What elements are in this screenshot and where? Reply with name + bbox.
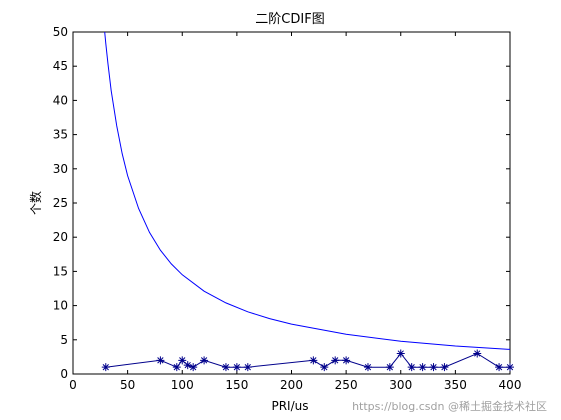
series-layer <box>101 31 514 372</box>
y-tick-label: 15 <box>53 264 68 278</box>
star-data-point <box>200 356 209 365</box>
watermark-url: https://blog.csdn <box>352 400 445 413</box>
star-data-point <box>178 356 187 365</box>
x-tick-label: 150 <box>225 378 248 392</box>
x-tick-label: 400 <box>499 378 522 392</box>
star-data-point <box>363 363 372 372</box>
y-axis-label: 个数 <box>28 191 43 215</box>
star-data-point <box>331 356 340 365</box>
x-tick-label: 200 <box>280 378 303 392</box>
chart-title: 二阶CDIF图 <box>255 12 324 27</box>
threshold-curve-line <box>104 31 511 350</box>
star-data-point <box>506 363 514 372</box>
star-data-point <box>396 349 405 358</box>
star-data-point <box>407 363 416 372</box>
star-data-point <box>440 363 449 372</box>
star-data-point <box>156 356 165 365</box>
star-data-point <box>342 356 351 365</box>
star-data-point <box>189 363 198 372</box>
y-tick-label: 25 <box>53 196 68 210</box>
watermark: https://blog.csdn @稀土掘金技术社区 <box>352 398 547 414</box>
x-tick-label: 0 <box>69 378 77 392</box>
x-axis-label: PRI/us <box>271 399 308 413</box>
y-tick-label: 0 <box>60 367 68 381</box>
y-tick-label: 5 <box>60 333 68 347</box>
star-data-point <box>473 349 482 358</box>
y-tick-label: 10 <box>53 299 68 313</box>
star-data-point <box>495 363 504 372</box>
star-data-point <box>320 363 329 372</box>
star-data-point <box>183 361 192 370</box>
star-data-point <box>243 363 252 372</box>
x-tick-label: 50 <box>120 378 135 392</box>
star-data-point <box>429 363 438 372</box>
star-data-point <box>221 363 230 372</box>
star-data-point <box>232 363 241 372</box>
y-tick-label: 50 <box>53 25 68 39</box>
y-tick-label: 45 <box>53 59 68 73</box>
star-data-point <box>309 356 318 365</box>
star-data-point <box>101 363 110 372</box>
y-tick-label: 35 <box>53 128 68 142</box>
star-data-point <box>172 363 181 372</box>
x-tick-label: 100 <box>171 378 194 392</box>
plot-area <box>72 31 511 375</box>
x-tick-label: 250 <box>335 378 358 392</box>
x-tick-label: 350 <box>444 378 467 392</box>
x-tick-label: 300 <box>389 378 412 392</box>
y-tick-label: 40 <box>53 93 68 107</box>
star-data-point <box>385 363 394 372</box>
star-data-point <box>418 363 427 372</box>
axis-ticks: 0 50 100 150 200 250 300 350 400 0 5 10 15 20 25 30 35 40… <box>53 25 522 392</box>
watermark-brand: @稀土掘金技术社区 <box>448 400 547 413</box>
y-tick-label: 30 <box>53 162 68 176</box>
y-tick-label: 20 <box>53 230 68 244</box>
